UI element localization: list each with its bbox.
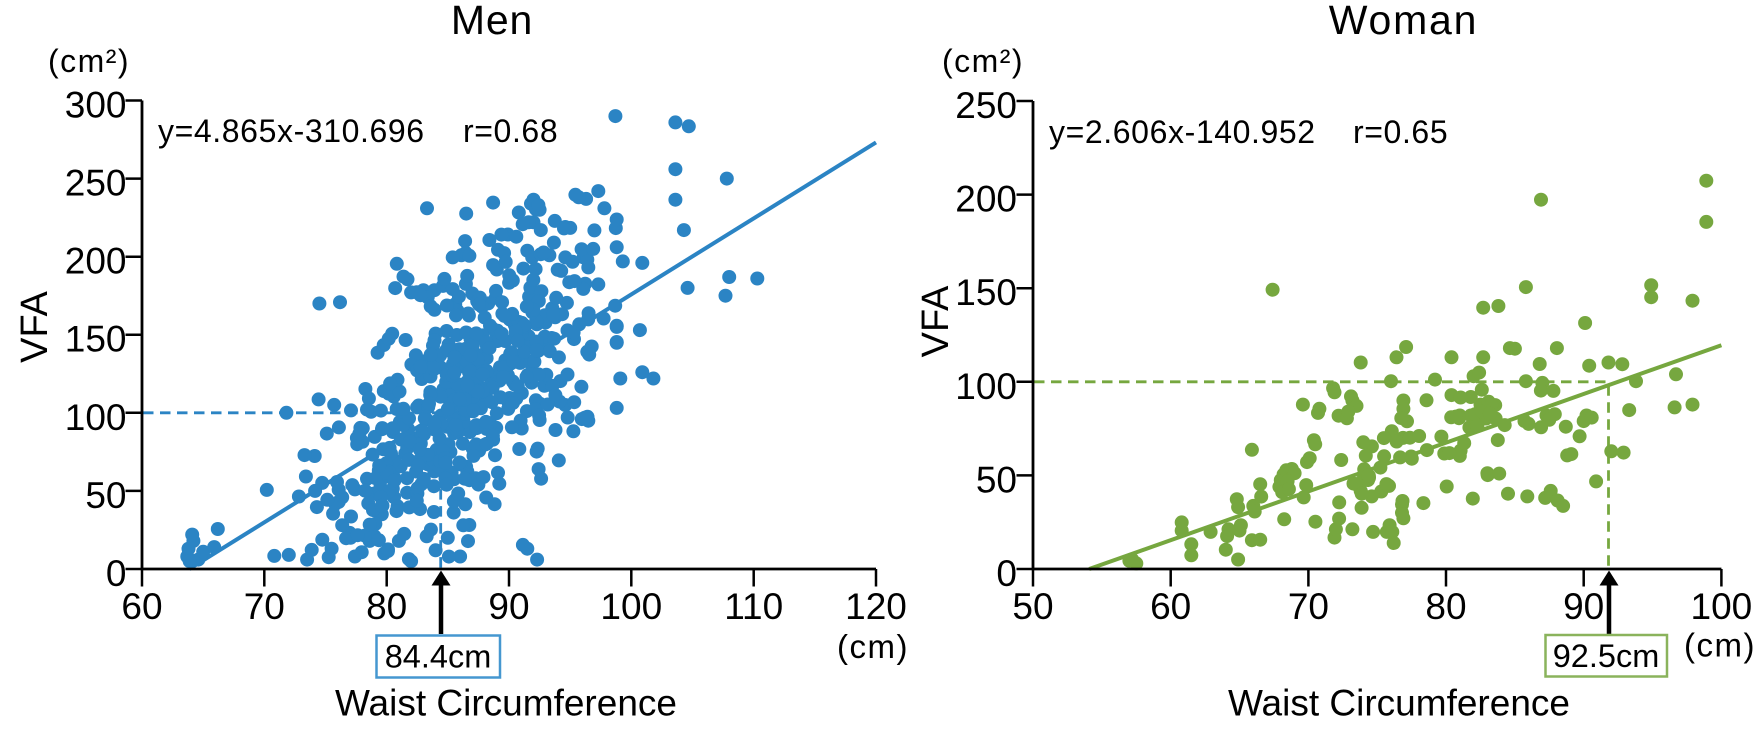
svg-text:VFA: VFA [915,285,957,357]
svg-text:110: 110 [724,586,783,627]
svg-text:60: 60 [1150,586,1191,627]
svg-text:r=0.65: r=0.65 [1353,114,1448,150]
svg-text:90: 90 [488,586,529,627]
svg-text:100: 100 [65,397,127,438]
svg-text:100: 100 [955,366,1017,407]
svg-text:80: 80 [366,586,407,627]
svg-text:90: 90 [1563,586,1604,627]
svg-text:200: 200 [65,241,127,282]
svg-text:y=4.865x-310.696: y=4.865x-310.696 [158,113,425,149]
svg-text:70: 70 [244,586,285,627]
svg-text:70: 70 [1288,586,1329,627]
svg-text:(cm): (cm) [1684,627,1756,664]
svg-text:60: 60 [121,586,162,627]
svg-text:50: 50 [85,475,126,516]
svg-text:(cm): (cm) [837,628,909,665]
svg-text:92.5cm: 92.5cm [1553,638,1660,674]
svg-text:50: 50 [1012,586,1053,627]
svg-text:Men: Men [451,0,533,43]
svg-text:250: 250 [65,163,127,204]
svg-text:84.4cm: 84.4cm [385,639,492,675]
svg-text:r=0.68: r=0.68 [463,113,558,149]
svg-text:250: 250 [955,85,1017,126]
svg-text:150: 150 [955,272,1017,313]
svg-text:Waist Circumference: Waist Circumference [335,683,677,724]
svg-text:120: 120 [845,586,907,627]
svg-text:300: 300 [65,85,127,126]
svg-text:0: 0 [106,553,127,594]
svg-text:0: 0 [996,553,1017,594]
svg-text:Woman: Woman [1329,0,1479,43]
svg-text:150: 150 [65,319,127,360]
svg-text:100: 100 [1691,586,1753,627]
svg-text:200: 200 [955,179,1017,220]
svg-text:(cm²): (cm²) [942,43,1024,79]
svg-text:VFA: VFA [14,290,56,362]
svg-text:50: 50 [976,459,1017,500]
svg-text:(cm²): (cm²) [48,43,130,79]
svg-text:100: 100 [600,586,662,627]
svg-text:y=2.606x-140.952: y=2.606x-140.952 [1049,114,1316,150]
svg-text:80: 80 [1425,586,1466,627]
svg-text:Waist Circumference: Waist Circumference [1228,683,1570,724]
